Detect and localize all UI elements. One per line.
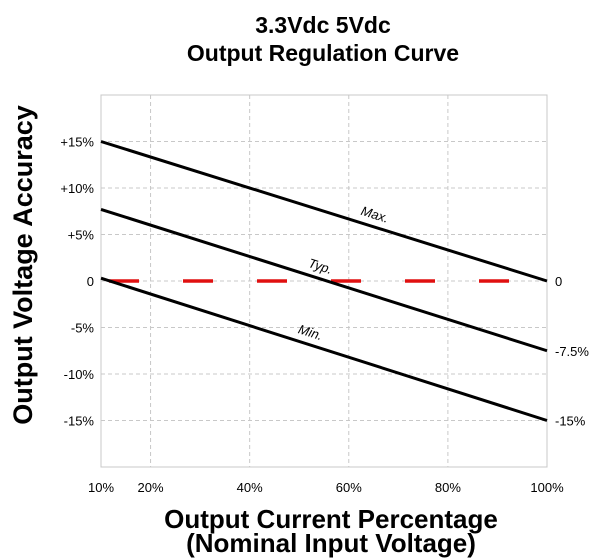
series-line-max [100,140,548,283]
y-tick-label: -5% [71,321,95,336]
y-tick-label: +5% [68,228,95,243]
x-tick-label: 10% [88,480,114,495]
chart-title-line-1: 3.3Vdc 5Vdc [255,12,391,38]
x-tick-label: 80% [435,480,461,495]
series-end-label: 0 [555,274,562,289]
y-axis-label: Output Voltage Accuracy [8,105,38,425]
series-end-label: -15% [555,414,586,429]
series-end-label: -7.5% [555,344,589,359]
y-tick-label: -15% [64,414,95,429]
chart-title-line-2: Output Regulation Curve [187,40,459,66]
y-tick-label: +15% [60,135,94,150]
plot-area: 10% 20% 40% 60% 80% 100% +15% +10% +5% 0 -5% -10% -1… [60,94,589,495]
x-tick-label: 20% [138,480,164,495]
x-axis-label-line-1: Output Current Percentage [164,504,498,534]
y-tick-label: +10% [60,181,94,196]
x-axis-label-line-2: (Nominal Input Voltage) [186,528,476,558]
series-label: Min. [297,321,325,343]
y-tick-label: 0 [87,274,94,289]
x-tick-label: 40% [237,480,263,495]
x-tick-label: 60% [336,480,362,495]
series-label: Typ. [307,255,335,277]
chart-title: 3.3Vdc 5Vdc Output Regulation Curve [187,12,459,66]
x-axis-label: Output Current Percentage (Nominal Input… [164,504,498,558]
series-line-min [100,276,548,422]
y-tick-label: -10% [64,367,95,382]
x-tick-label: 100% [530,480,564,495]
series-line-typ [100,207,548,353]
